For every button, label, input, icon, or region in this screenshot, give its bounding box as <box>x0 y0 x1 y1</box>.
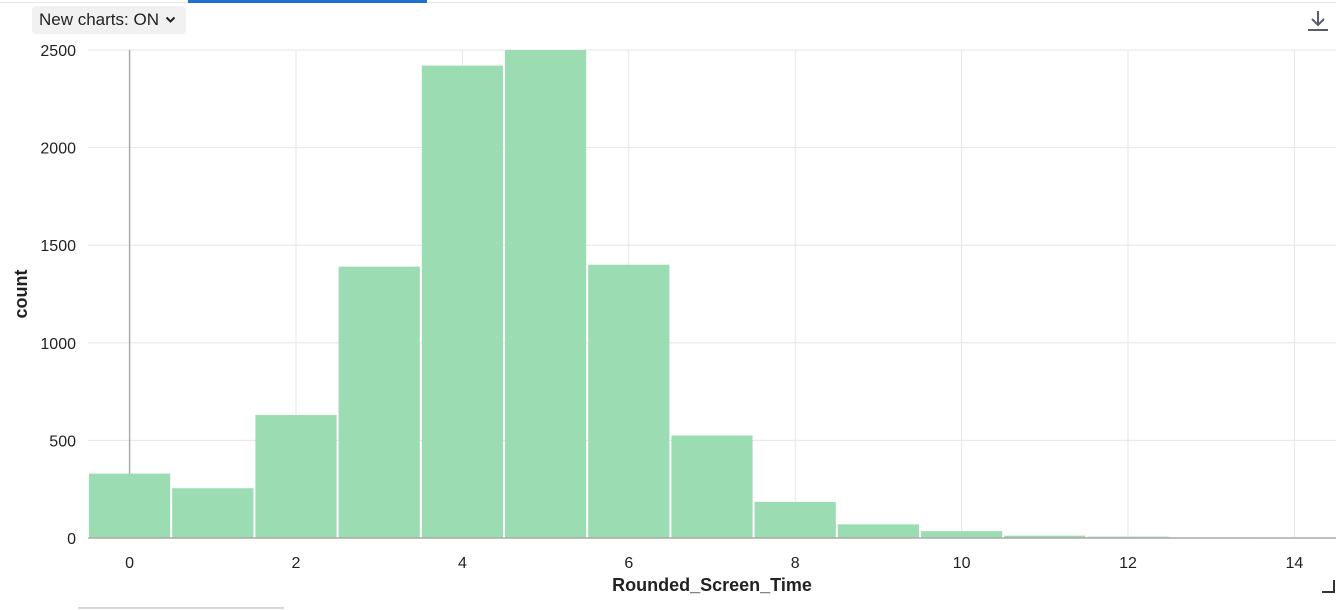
x-axis-title: Rounded_Screen_Time <box>612 575 812 595</box>
resize-handle-icon[interactable] <box>1320 578 1336 594</box>
y-axis-title: count <box>11 270 31 319</box>
x-tick-label: 8 <box>791 555 800 572</box>
y-tick-label: 1000 <box>40 336 76 353</box>
y-tick-label: 0 <box>67 531 76 548</box>
axis-layer: 0 500 1000 1500 2000 2500 0 2 4 6 8 10 12 14 <box>40 43 1336 572</box>
x-tick-label: 6 <box>624 555 633 572</box>
bar-layer <box>89 50 1335 538</box>
histogram-bar[interactable] <box>921 531 1003 538</box>
y-tick-label: 2000 <box>40 141 76 158</box>
x-tick-label: 14 <box>1286 555 1304 572</box>
x-tick-label: 4 <box>458 555 467 572</box>
new-charts-toggle[interactable]: New charts: ON <box>32 6 186 34</box>
y-tick-label: 1500 <box>40 238 76 255</box>
top-divider <box>0 2 1336 3</box>
y-tick-label: 500 <box>49 433 76 450</box>
histogram-bar[interactable] <box>172 488 254 538</box>
active-tab-indicator <box>188 0 427 3</box>
histogram-bar[interactable] <box>421 65 503 538</box>
histogram-bar[interactable] <box>837 524 919 538</box>
horizontal-scrollbar[interactable] <box>78 607 284 609</box>
new-charts-toggle-label: New charts: ON <box>39 10 159 29</box>
histogram-bar[interactable] <box>671 435 753 538</box>
download-icon[interactable] <box>1306 9 1330 33</box>
histogram-bar[interactable] <box>338 266 420 538</box>
histogram-bar[interactable] <box>89 473 171 538</box>
histogram-bar[interactable] <box>754 501 836 538</box>
x-tick-label: 0 <box>125 555 134 572</box>
chevron-down-icon <box>165 16 176 24</box>
histogram-bar[interactable] <box>588 264 670 538</box>
histogram-bar[interactable] <box>505 50 587 538</box>
x-tick-label: 12 <box>1119 555 1137 572</box>
y-tick-label: 2500 <box>40 43 76 60</box>
histogram-bar[interactable] <box>1004 535 1086 538</box>
x-tick-label: 2 <box>292 555 301 572</box>
histogram-bar[interactable] <box>255 415 337 538</box>
x-tick-label: 10 <box>953 555 971 572</box>
